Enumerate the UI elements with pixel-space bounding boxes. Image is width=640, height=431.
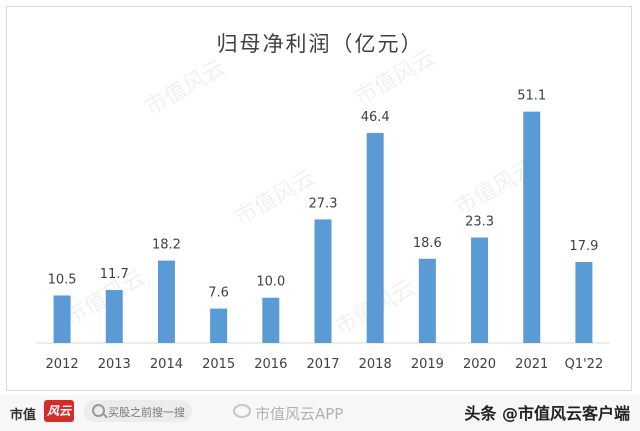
bar [366, 132, 384, 343]
data-label: 51.1 [517, 89, 546, 104]
bar [53, 295, 71, 343]
brand-name: 市值 [10, 408, 37, 423]
data-label: 10.0 [256, 275, 285, 290]
chart-title: 归母净利润（亿元） [216, 32, 424, 56]
data-label: 10.5 [48, 272, 77, 287]
source-credit: 头条 @市值风云客户端 [464, 404, 630, 423]
data-label: 46.4 [361, 110, 390, 125]
bar [575, 261, 593, 343]
x-tick-label: 2015 [202, 357, 235, 372]
x-tick-label: 2013 [98, 357, 131, 372]
search-placeholder: 买股之前搜一搜 [108, 406, 185, 419]
bar [105, 290, 123, 343]
footer-bar: 市值 风云 买股之前搜一搜 [0, 395, 640, 431]
bar [314, 219, 332, 343]
bar [471, 237, 489, 343]
x-tick-label: 2020 [463, 357, 496, 372]
x-tick-label: 2021 [515, 357, 548, 372]
app-watermark: 市值风云APP [255, 405, 344, 423]
bar [157, 260, 175, 343]
data-label: 23.3 [465, 215, 494, 230]
data-label: 11.7 [100, 267, 129, 282]
x-tick-label: Q1'22 [565, 357, 604, 372]
search-icon [92, 404, 105, 417]
weibo-icon [233, 404, 251, 418]
search-box[interactable]: 买股之前搜一搜 [84, 400, 192, 422]
bar [523, 111, 541, 343]
brand-logo: 风云 [44, 400, 74, 422]
x-tick-label: 2016 [254, 357, 287, 372]
data-label: 17.9 [569, 239, 598, 254]
x-tick-label: 2018 [359, 357, 392, 372]
x-tick-label: 2017 [306, 357, 339, 372]
bar-chart: 10.5 2012 11.7 2013 18.2 2014 7.6 2015 10.0 2016 2… [36, 89, 610, 372]
bar [210, 308, 228, 343]
data-label: 18.2 [152, 238, 181, 253]
data-label: 27.3 [309, 196, 338, 211]
data-label: 18.6 [413, 236, 442, 251]
x-tick-label: 2012 [46, 357, 79, 372]
bar [418, 258, 436, 343]
x-tick-label: 2014 [150, 357, 183, 372]
x-tick-label: 2019 [411, 357, 444, 372]
bar [262, 297, 280, 343]
data-label: 7.6 [208, 286, 229, 301]
